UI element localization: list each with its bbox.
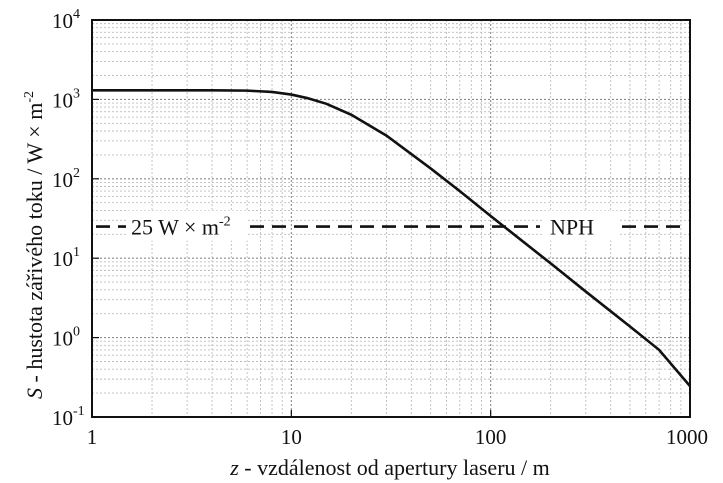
y-axis-text: - hustota zářivého toku / W × m	[22, 103, 47, 388]
x-tick-label: 1000	[666, 425, 708, 449]
y-tick-base: 10	[52, 9, 73, 33]
x-axis-text: - vzdálenost od apertury laseru / m	[239, 455, 550, 480]
nph-label: NPH	[550, 215, 594, 240]
y-tick-base: 10	[52, 247, 73, 271]
y-tick-exponent: 0	[73, 325, 80, 340]
x-tick-label: 100	[475, 425, 507, 449]
y-axis-unit-exponent: -2	[22, 91, 37, 103]
reference-label-text: 25 W × m	[131, 215, 219, 240]
nph-label-bg	[542, 210, 620, 241]
y-tick-label: 100	[52, 325, 80, 351]
y-tick-exponent: 4	[73, 7, 80, 22]
series-line	[92, 89, 691, 387]
x-tick-label: 10	[281, 425, 302, 449]
y-tick-base: 10	[52, 327, 73, 351]
reference-label-exponent: -2	[219, 215, 231, 230]
y-tick-base: 10	[52, 88, 73, 112]
plot-frame	[91, 19, 691, 418]
y-tick-base: 10	[52, 168, 73, 192]
x-axis-symbol: z	[229, 455, 239, 480]
y-tick-label: 101	[52, 245, 80, 271]
x-axis-label: z - vzdálenost od apertury laseru / m	[229, 455, 550, 480]
y-tick-exponent: 3	[73, 86, 80, 101]
y-axis-label: S - hustota zářivého toku / W × m-2	[22, 91, 47, 399]
y-tick-exponent: 2	[73, 166, 80, 181]
reference-line-label: 25 W × m-2	[131, 215, 231, 240]
y-tick-label: 103	[52, 86, 80, 112]
y-tick-exponent: -1	[73, 404, 85, 419]
reference-line: 25 W × m-2 NPH	[96, 210, 688, 241]
reference-label-bg	[128, 210, 248, 241]
x-axis-ticks: 1 10 100 1000	[87, 410, 708, 449]
x-tick-label: 1	[87, 425, 98, 449]
y-tick-label: 10-1	[52, 404, 85, 430]
y-tick-exponent: 1	[73, 245, 80, 260]
y-tick-label: 102	[52, 166, 80, 192]
y-tick-base: 10	[52, 406, 73, 430]
y-tick-label: 104	[52, 7, 80, 33]
y-axis-symbol: S	[22, 388, 47, 399]
